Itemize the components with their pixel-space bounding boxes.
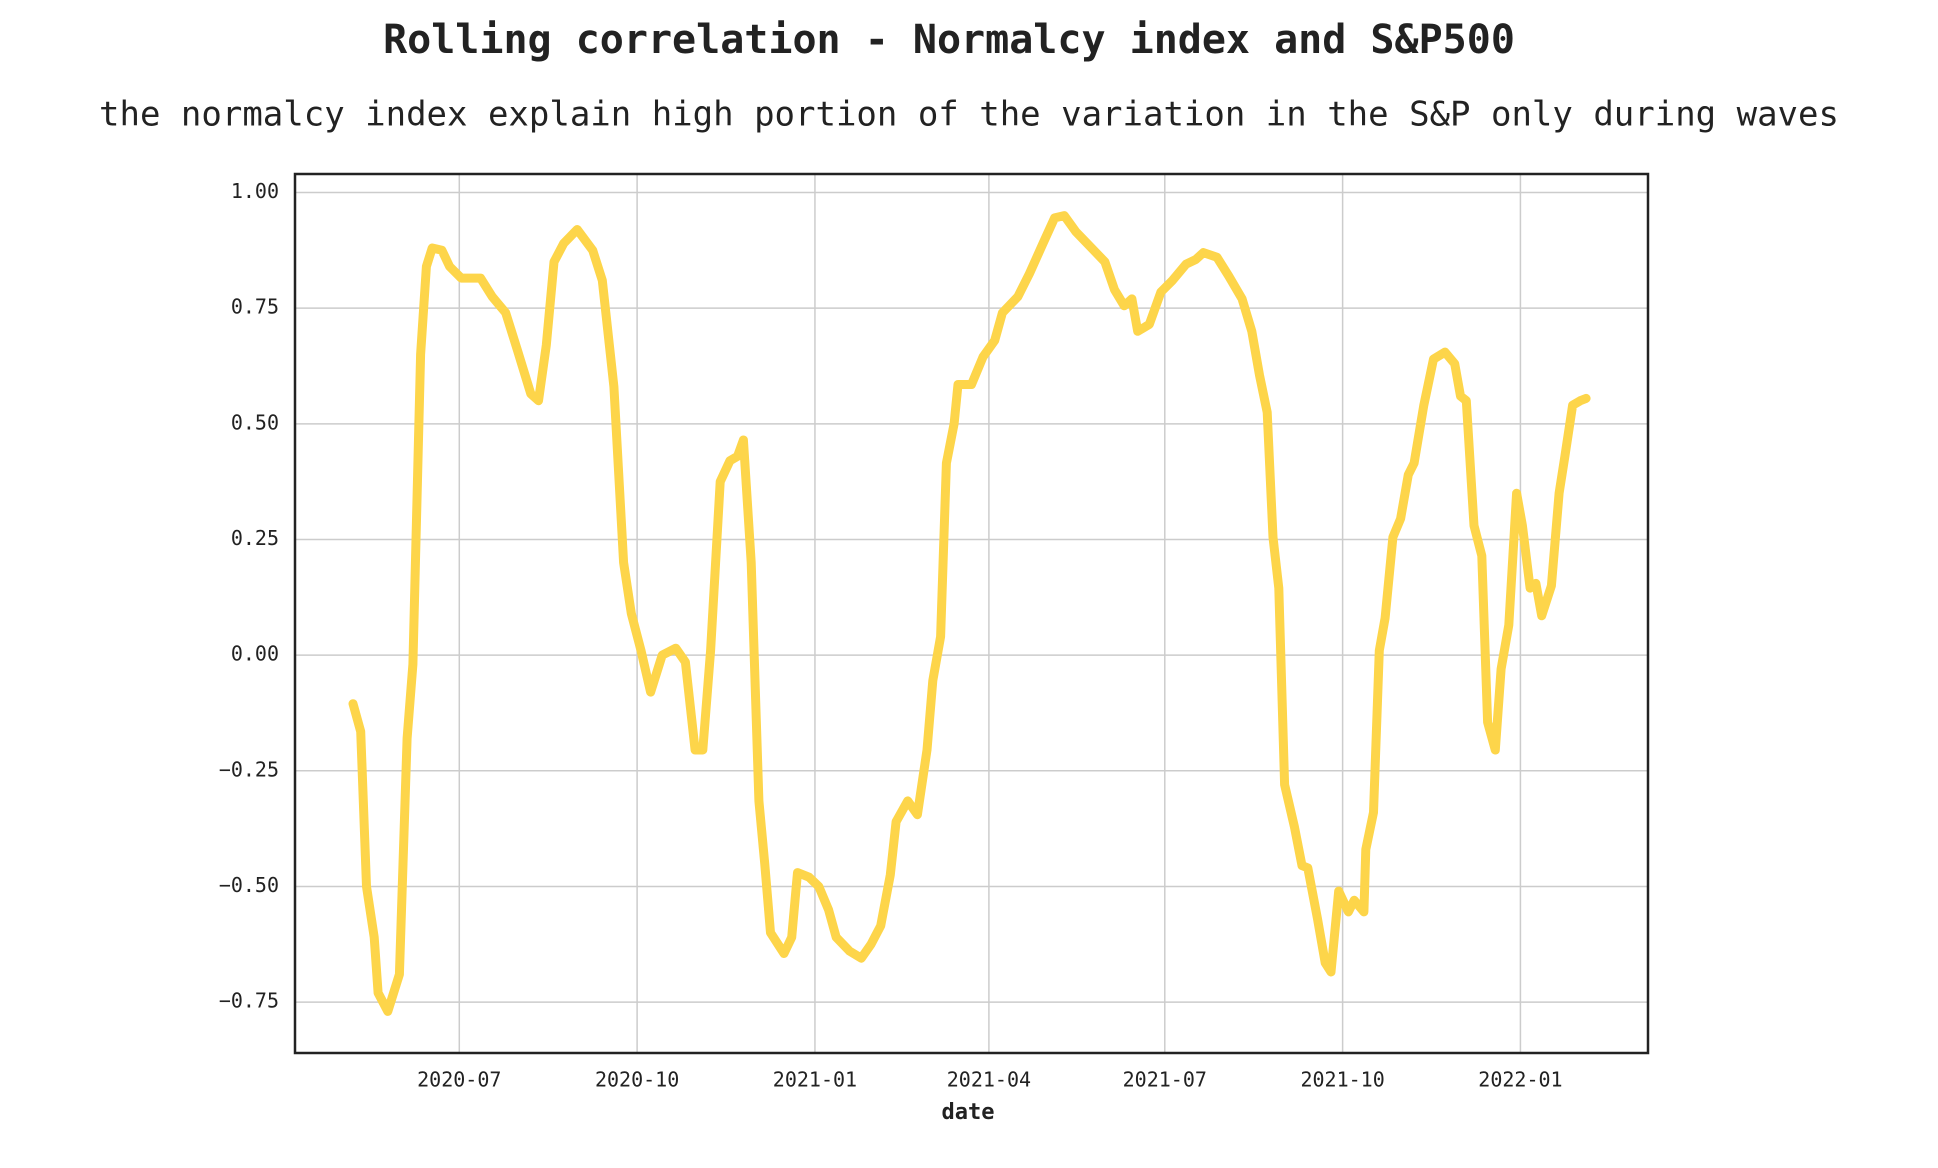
y-tick-label: 0.75: [231, 295, 279, 319]
x-tick-label: 2022-01: [1478, 1068, 1562, 1092]
chart-title: Rolling correlation - Normalcy index and…: [383, 17, 1515, 63]
x-tick-label: 2021-04: [947, 1068, 1031, 1092]
y-tick-label: 0.25: [231, 526, 279, 550]
plot-frame: [293, 172, 1650, 1055]
x-tick-label: 2020-10: [595, 1068, 679, 1092]
x-tick-label: 2020-07: [417, 1068, 501, 1092]
y-tick-label: −0.25: [219, 757, 279, 781]
y-tick-label: −0.75: [219, 989, 279, 1013]
x-axis-label: date: [942, 1100, 995, 1125]
y-tick-label: −0.50: [219, 873, 279, 897]
y-tick-label: 0.00: [231, 642, 279, 666]
x-tick-label: 2021-10: [1300, 1068, 1384, 1092]
y-tick-label: 0.50: [231, 410, 279, 434]
chart-subtitle: the normalcy index explain high portion …: [99, 95, 1839, 135]
y-tick-label: 1.00: [231, 179, 279, 203]
x-tick-label: 2021-07: [1123, 1068, 1207, 1092]
line: [348, 211, 1591, 1016]
x-tick-label: 2021-01: [773, 1068, 857, 1092]
